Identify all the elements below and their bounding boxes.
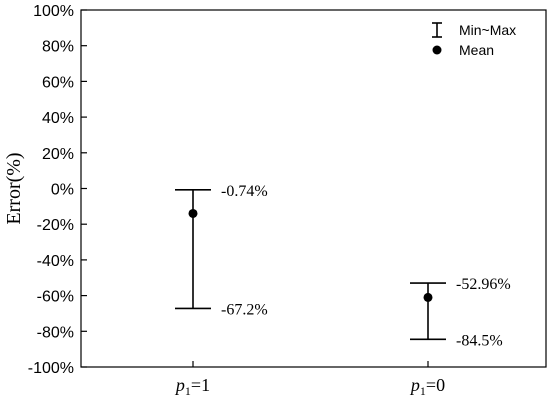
plot-frame [80, 9, 547, 368]
y-tick-label: 0% [51, 182, 74, 199]
y-tick-label: 60% [42, 74, 74, 91]
y-tick-label: -20% [37, 217, 74, 234]
x-category-label: p1=1 [174, 375, 210, 398]
y-tick-label: 20% [42, 146, 74, 163]
y-tick-label: 40% [42, 110, 74, 127]
y-tick-label: -100% [28, 360, 74, 377]
max-value-label: -0.74% [221, 183, 268, 200]
legend-label-mean: Mean [459, 42, 494, 58]
legend: Min~Max Mean [432, 22, 516, 58]
min-value-label: -84.5% [456, 332, 503, 349]
error-bar: -52.96% -84.5% [410, 276, 511, 349]
max-value-label: -52.96% [456, 276, 511, 293]
plot-area: -0.74% -67.2% -52.96% -84.5% [80, 9, 547, 368]
x-category-label: p1=0 [409, 375, 445, 398]
mean-point [188, 208, 198, 218]
y-tick-label: 100% [33, 3, 74, 20]
x-axis-categories: p1=1 p1=0 [174, 361, 445, 398]
mean-point [423, 292, 433, 302]
y-axis-label: Error(%) [3, 152, 25, 224]
y-tick-label: -60% [37, 289, 74, 306]
y-axis: -100% -80% -60% -40% -20% 0% 20% 40% 60% 80% 100% [28, 3, 87, 377]
legend-dot-marker [432, 45, 442, 55]
y-tick-label: -40% [37, 253, 74, 270]
min-value-label: -67.2% [221, 301, 268, 318]
y-tick-label: 80% [42, 39, 74, 56]
error-bar: -0.74% -67.2% [175, 183, 268, 318]
legend-label-minmax: Min~Max [459, 22, 516, 38]
y-tick-label: -80% [37, 324, 74, 341]
